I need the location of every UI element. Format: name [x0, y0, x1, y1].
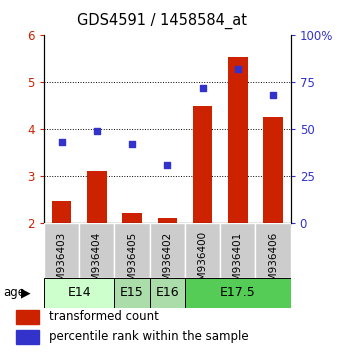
Bar	[79, 223, 115, 278]
Text: GDS4591 / 1458584_at: GDS4591 / 1458584_at	[77, 12, 247, 29]
Bar	[185, 223, 220, 278]
Bar	[122, 213, 142, 223]
Bar	[228, 57, 247, 223]
Bar	[158, 218, 177, 223]
Bar	[115, 223, 150, 278]
Bar	[115, 278, 150, 308]
Bar	[263, 118, 283, 223]
Point	[165, 162, 170, 168]
Bar	[220, 223, 256, 278]
Bar	[193, 106, 212, 223]
Bar	[44, 278, 115, 308]
Bar	[52, 201, 71, 223]
Text: GSM936406: GSM936406	[268, 231, 278, 295]
Text: age: age	[3, 286, 25, 299]
Point	[94, 128, 99, 134]
Point	[235, 66, 241, 72]
Point	[59, 139, 64, 145]
Point	[200, 85, 205, 91]
Point	[270, 93, 276, 98]
Text: percentile rank within the sample: percentile rank within the sample	[49, 330, 249, 343]
Text: GSM936404: GSM936404	[92, 231, 102, 295]
Text: E16: E16	[155, 286, 179, 299]
Bar	[44, 223, 79, 278]
Bar	[150, 278, 185, 308]
Bar	[17, 310, 40, 324]
Text: GSM936402: GSM936402	[162, 231, 172, 295]
Bar	[185, 278, 291, 308]
Text: GSM936400: GSM936400	[197, 231, 208, 295]
Bar	[150, 223, 185, 278]
Text: GSM936401: GSM936401	[233, 231, 243, 295]
Text: transformed count: transformed count	[49, 310, 159, 323]
Text: GSM936405: GSM936405	[127, 231, 137, 295]
Text: ▶: ▶	[21, 286, 30, 299]
Point	[129, 141, 135, 147]
Text: E15: E15	[120, 286, 144, 299]
Bar	[256, 223, 291, 278]
Text: GSM936403: GSM936403	[56, 231, 67, 295]
Text: E14: E14	[67, 286, 91, 299]
Bar	[87, 171, 106, 223]
Text: E17.5: E17.5	[220, 286, 256, 299]
Bar	[17, 330, 40, 343]
